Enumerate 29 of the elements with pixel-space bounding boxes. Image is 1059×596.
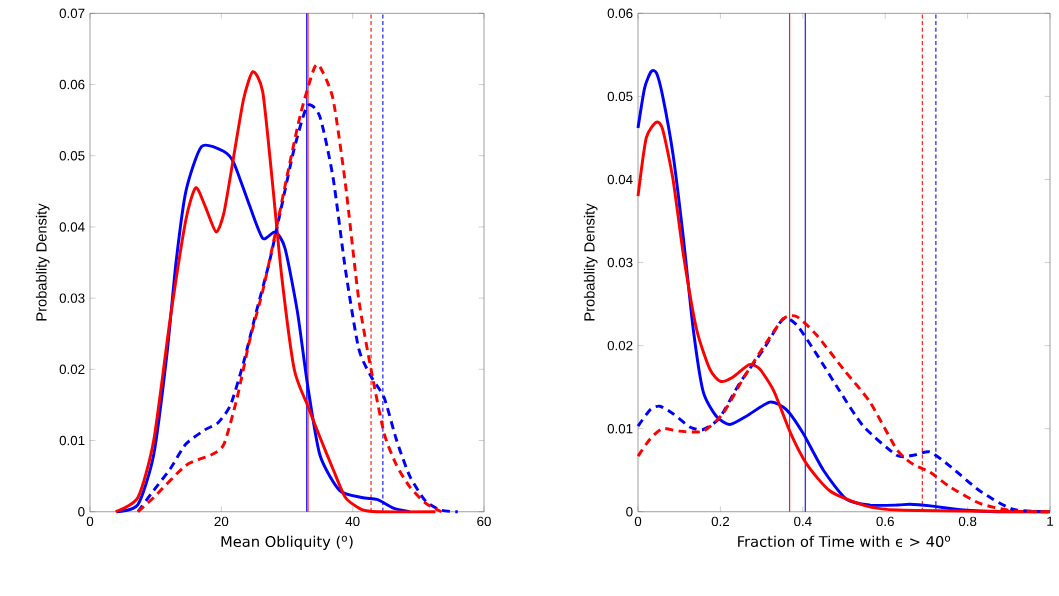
y-tick-label: 0.05: [607, 91, 633, 102]
y-axis-title: Probablity Density: [583, 203, 598, 321]
y-tick-label: 0: [78, 507, 85, 517]
y-tick-label: 0.01: [607, 423, 633, 434]
y-tick-label: 0.05: [59, 151, 85, 161]
y-tick-label: 0.02: [607, 340, 633, 351]
x-tick-label: 0: [634, 516, 642, 527]
y-tick-label: 0.04: [59, 222, 85, 232]
y-tick-label: 0.06: [607, 8, 633, 19]
y-tick-label: 0.03: [59, 293, 85, 303]
x-tick-label: 0.2: [711, 516, 730, 527]
x-tick-label: 20: [214, 516, 229, 527]
y-tick-label: 0.01: [59, 435, 85, 446]
x-tick-label: 0.4: [794, 516, 812, 527]
y-tick-label: 0.06: [59, 79, 85, 90]
x-tick-label: 0.8: [958, 516, 977, 527]
x-tick-label: 0: [86, 516, 94, 527]
x-tick-label: 1: [1047, 516, 1054, 526]
x-tick-label: 0.6: [876, 516, 894, 527]
x-tick-label: 60: [477, 516, 491, 527]
y-tick-label: 0.02: [59, 364, 85, 375]
y-tick-label: 0: [626, 507, 633, 517]
y-tick-label: 0.07: [59, 8, 85, 19]
x-tick-label: 40: [345, 516, 360, 527]
y-tick-label: 0.03: [607, 257, 633, 268]
y-axis-title: Probablity Density: [35, 203, 50, 321]
x-axis-title: Mean Obliquity ($^{o}$): [221, 535, 353, 550]
y-tick-label: 0.04: [607, 174, 633, 185]
x-axis-title: Fraction of Time with ϵ > 40$^{o}$: [738, 535, 951, 548]
